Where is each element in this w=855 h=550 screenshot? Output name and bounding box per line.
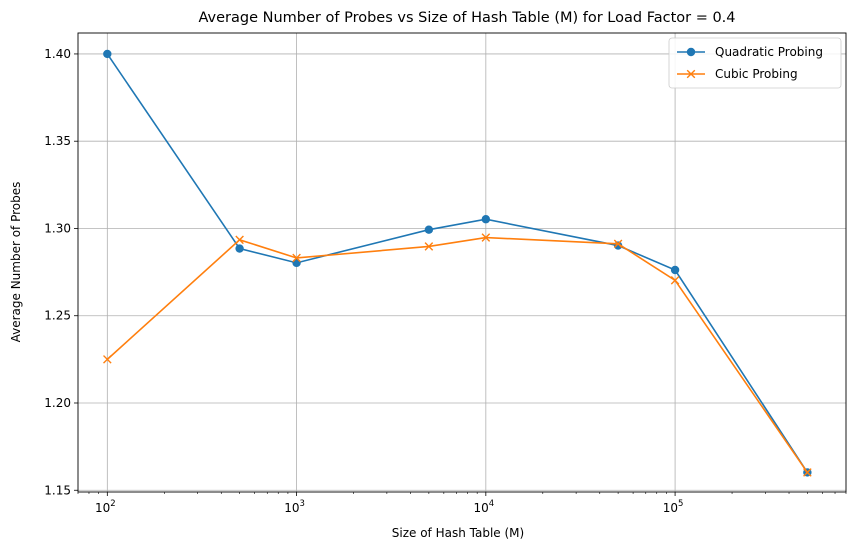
y-tick-label: 1.30: [44, 221, 71, 235]
data-point: [235, 244, 244, 253]
series-line: [106, 53, 809, 473]
data-point: [424, 225, 434, 234]
data-point: [481, 215, 491, 224]
series-line: [106, 236, 809, 473]
chart-title: Average Number of Probes vs Size of Hash…: [198, 10, 735, 26]
legend: Quadratic Probing Cubic Probing: [668, 37, 842, 89]
series-layer: [103, 49, 812, 477]
legend-marker: [686, 69, 696, 79]
series-1: [103, 49, 812, 477]
legend-entry: Cubic Probing: [677, 67, 798, 81]
data-point: [613, 239, 623, 249]
legend-label: Quadratic Probing: [715, 45, 823, 59]
data-point: [103, 355, 112, 364]
data-point: [292, 258, 301, 268]
data-point: [103, 49, 112, 59]
data-point: [670, 265, 680, 275]
axis-ticks: 102 103 104 105 1.15 1.20 1.25 1.30 1.35 1.40: [44, 47, 847, 515]
x-axis-label: Size of Hash Table (M): [392, 526, 524, 540]
data-point: [670, 276, 680, 285]
grid: [78, 33, 846, 492]
plot-frame: [77, 32, 847, 493]
legend-box: [668, 37, 842, 89]
data-point: [292, 253, 301, 263]
x-tick-label: 103: [284, 499, 305, 515]
x-tick-label: 102: [95, 499, 116, 515]
data-point: [424, 242, 434, 251]
data-point: [481, 233, 491, 242]
x-tick-label: 104: [473, 499, 494, 515]
y-tick-label: 1.15: [44, 483, 71, 497]
y-tick-label: 1.35: [44, 134, 71, 148]
legend-label: Cubic Probing: [715, 67, 798, 81]
legend-marker: [686, 47, 696, 57]
legend-entry: Quadratic Probing: [677, 45, 823, 59]
y-tick-label: 1.20: [44, 396, 71, 410]
data-point: [235, 235, 244, 245]
y-tick-label: 1.40: [44, 47, 71, 61]
series-2: [103, 233, 812, 477]
data-point: [803, 468, 812, 477]
y-axis-label: Average Number of Probes: [9, 182, 23, 343]
y-tick-label: 1.25: [44, 309, 71, 323]
x-tick-label: 105: [663, 499, 684, 515]
